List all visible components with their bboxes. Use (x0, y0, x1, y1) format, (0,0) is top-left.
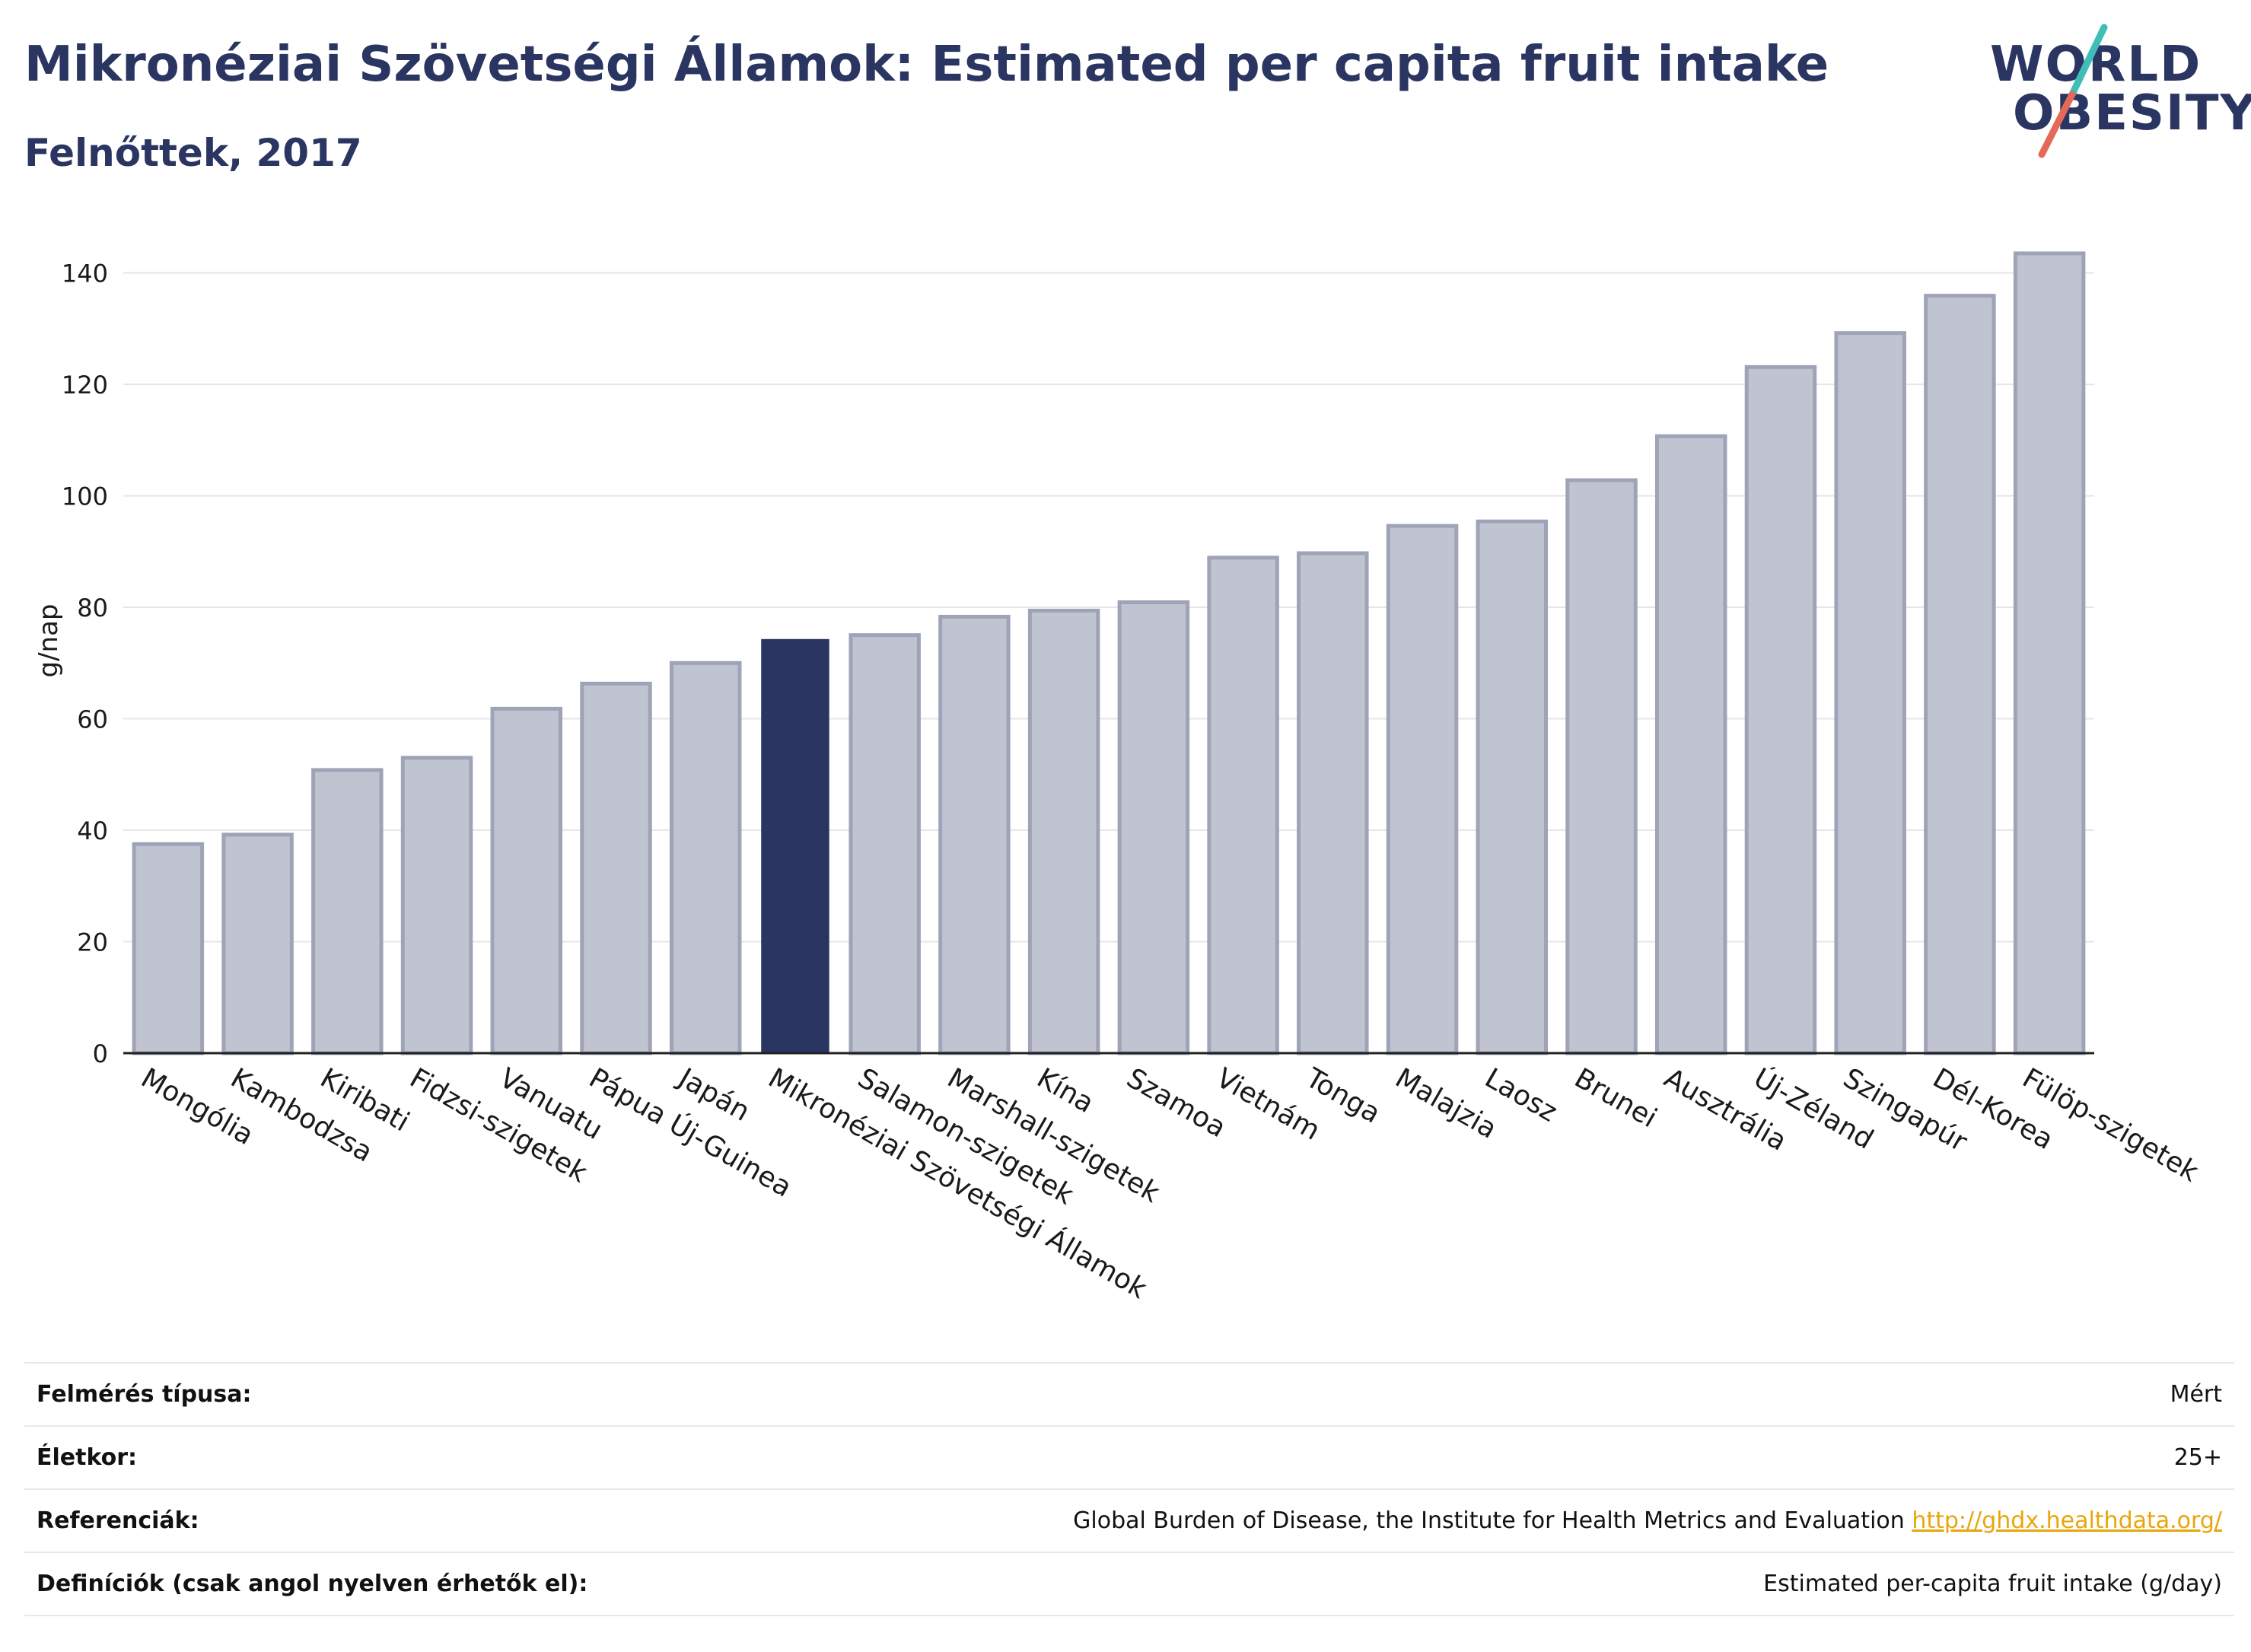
info-key: Definíciók (csak angol nyelven érhetők e… (37, 1571, 588, 1597)
bar (400, 756, 473, 1055)
bar (1207, 555, 1279, 1055)
y-tick-label: 80 (77, 594, 108, 622)
bar (1654, 434, 1727, 1055)
reference-link[interactable]: http://ghdx.healthdata.org/ (1912, 1507, 2222, 1534)
info-key: Életkor: (37, 1444, 138, 1471)
bar (221, 832, 294, 1055)
y-axis-label: g/nap (33, 603, 64, 677)
bar (1476, 519, 1549, 1055)
y-tick-label: 40 (77, 816, 108, 845)
y-tick-label: 0 (93, 1039, 108, 1068)
reference-text: Global Burden of Disease, the Institute … (1073, 1507, 1912, 1534)
info-row-definitions: Definíciók (csak angol nyelven érhetők e… (24, 1552, 2234, 1615)
bar (1744, 364, 1817, 1055)
chart-subtitle: Felnőttek, 2017 (24, 131, 362, 175)
bar (1027, 608, 1100, 1055)
bar (2013, 251, 2086, 1055)
bar (1117, 600, 1190, 1055)
logo-slash-icon (2038, 24, 2108, 158)
info-key: Felmérés típusa: (37, 1381, 252, 1408)
bar-chart: 020406080100120140g/napMongóliaKambodzsa… (33, 251, 2204, 1305)
info-value: 25+ (2173, 1444, 2222, 1471)
x-tick-label: Malajzia (1390, 1062, 1502, 1145)
y-tick-label: 100 (62, 482, 108, 511)
bar (1924, 294, 1996, 1055)
bar (132, 842, 205, 1055)
bar (938, 615, 1011, 1055)
y-tick-label: 20 (77, 928, 108, 957)
bar (311, 768, 384, 1055)
info-value: Estimated per-capita fruit intake (g/day… (1763, 1571, 2222, 1597)
info-value: Global Burden of Disease, the Institute … (747, 1489, 2234, 1552)
info-table: Felmérés típusa: Mért Életkor: 25+ Refer… (24, 1362, 2234, 1616)
y-tick-label: 120 (62, 371, 108, 399)
info-row-age: Életkor: 25+ (24, 1426, 2234, 1489)
y-tick-label: 60 (77, 705, 108, 734)
x-tick-label: Szamoa (1121, 1062, 1231, 1144)
world-obesity-logo: WORLD OBESITY (1990, 21, 2251, 158)
bar (669, 660, 742, 1055)
bar (490, 706, 563, 1055)
info-row-survey-type: Felmérés típusa: Mért (24, 1363, 2234, 1426)
bar (1297, 551, 1369, 1055)
bar (1386, 524, 1459, 1055)
info-key: Referenciák: (37, 1507, 199, 1534)
info-row-references: Referenciák: Global Burden of Disease, t… (24, 1489, 2234, 1552)
bar (1565, 478, 1638, 1055)
y-tick-label: 140 (62, 259, 108, 288)
x-tick-label: Brunei (1569, 1062, 1662, 1134)
chart-title: Mikronéziai Szövetségi Államok: Estimate… (24, 37, 1829, 93)
bar (580, 681, 652, 1055)
bar (849, 633, 921, 1055)
bar (1834, 331, 1906, 1055)
info-value: Mért (2170, 1381, 2222, 1408)
bar-highlighted (761, 638, 829, 1053)
